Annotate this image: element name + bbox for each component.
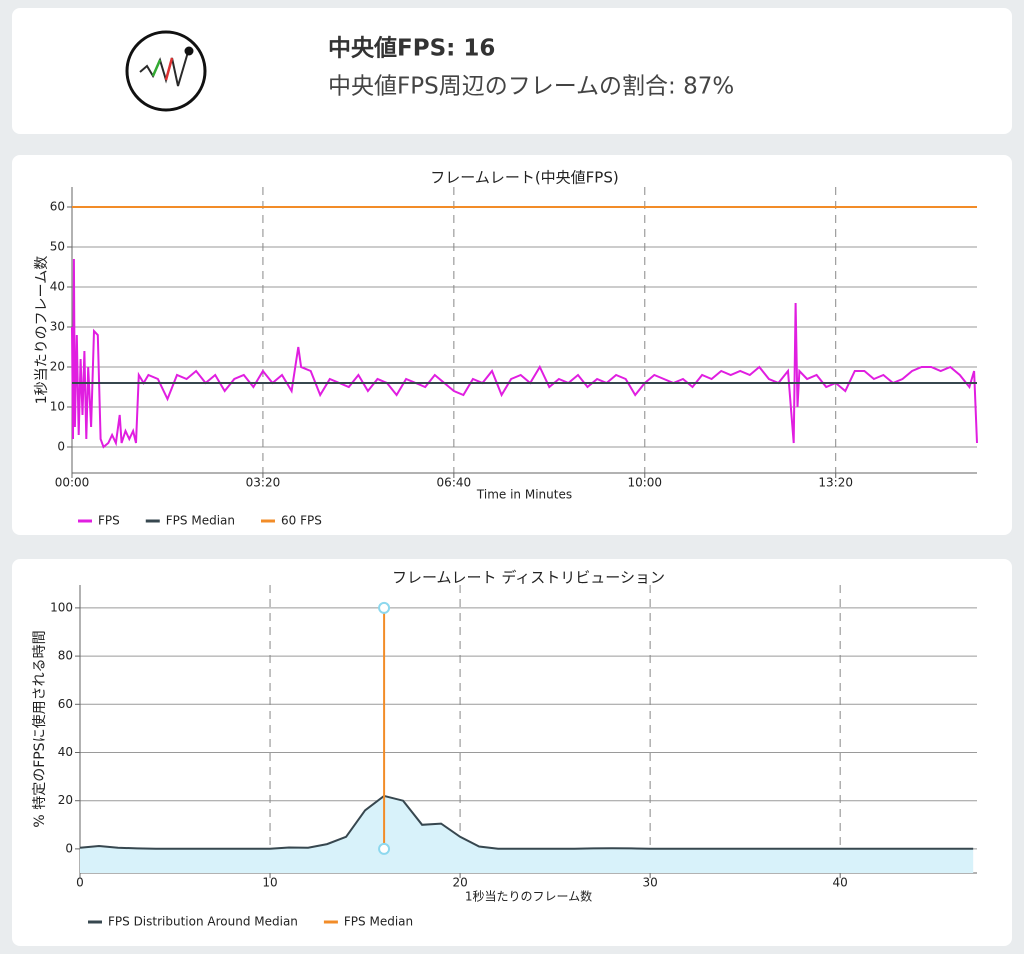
- y-tick-label: 20: [58, 793, 73, 807]
- y-tick-label: 40: [50, 280, 65, 294]
- y-tick-label: 40: [58, 745, 73, 759]
- x-tick-label: 03:20: [246, 476, 281, 490]
- area: [80, 795, 974, 873]
- x-tick-label: 00:00: [55, 476, 90, 490]
- point-marker: [378, 601, 391, 614]
- legend-label: FPS: [98, 514, 120, 528]
- y-tick-label: 50: [50, 240, 65, 254]
- median-fps: 中央値FPS: 16: [328, 36, 495, 62]
- y-axis-title: % 特定のFPSに使用される時間: [31, 630, 48, 827]
- x-tick-label: 20: [452, 876, 467, 890]
- app-icon: [125, 30, 207, 112]
- x-axis-title: 1秒当たりのフレーム数: [465, 889, 592, 904]
- x-tick-label: 13:20: [818, 476, 853, 490]
- y-tick-label: 60: [58, 697, 73, 711]
- y-tick-label: 20: [50, 360, 65, 374]
- legend-label: 60 FPS: [281, 514, 322, 528]
- y-tick-label: 100: [50, 600, 73, 614]
- summary-card: [12, 8, 1012, 134]
- legend-label: FPS Distribution Around Median: [108, 915, 298, 929]
- y-tick-label: 60: [50, 200, 65, 214]
- y-tick-label: 10: [50, 400, 65, 414]
- y-tick-label: 0: [65, 841, 73, 855]
- x-tick-label: 06:40: [437, 476, 472, 490]
- y-tick-label: 30: [50, 320, 65, 334]
- chart-card: [12, 155, 1012, 535]
- x-tick-label: 30: [642, 876, 657, 890]
- series-line: [71, 258, 978, 449]
- x-tick-label: 10:00: [627, 476, 662, 490]
- x-axis-title: Time in Minutes: [476, 488, 572, 502]
- point-marker: [378, 842, 391, 855]
- series-line: [79, 794, 974, 850]
- x-tick-label: 10: [262, 876, 277, 890]
- legend-label: FPS Median: [344, 915, 413, 929]
- x-tick-label: 0: [76, 876, 84, 890]
- chart-title: フレームレート(中央値FPS): [430, 169, 618, 187]
- median-share: 中央値FPS周辺のフレームの割合: 87%: [328, 74, 734, 100]
- y-tick-label: 0: [57, 440, 65, 454]
- x-tick-label: 40: [833, 876, 848, 890]
- y-tick-label: 80: [58, 649, 73, 663]
- y-axis-title: 1秒当たりのフレーム数: [34, 256, 50, 405]
- chart-title: フレームレート ディストリビューション: [392, 569, 665, 587]
- legend-label: FPS Median: [166, 514, 235, 528]
